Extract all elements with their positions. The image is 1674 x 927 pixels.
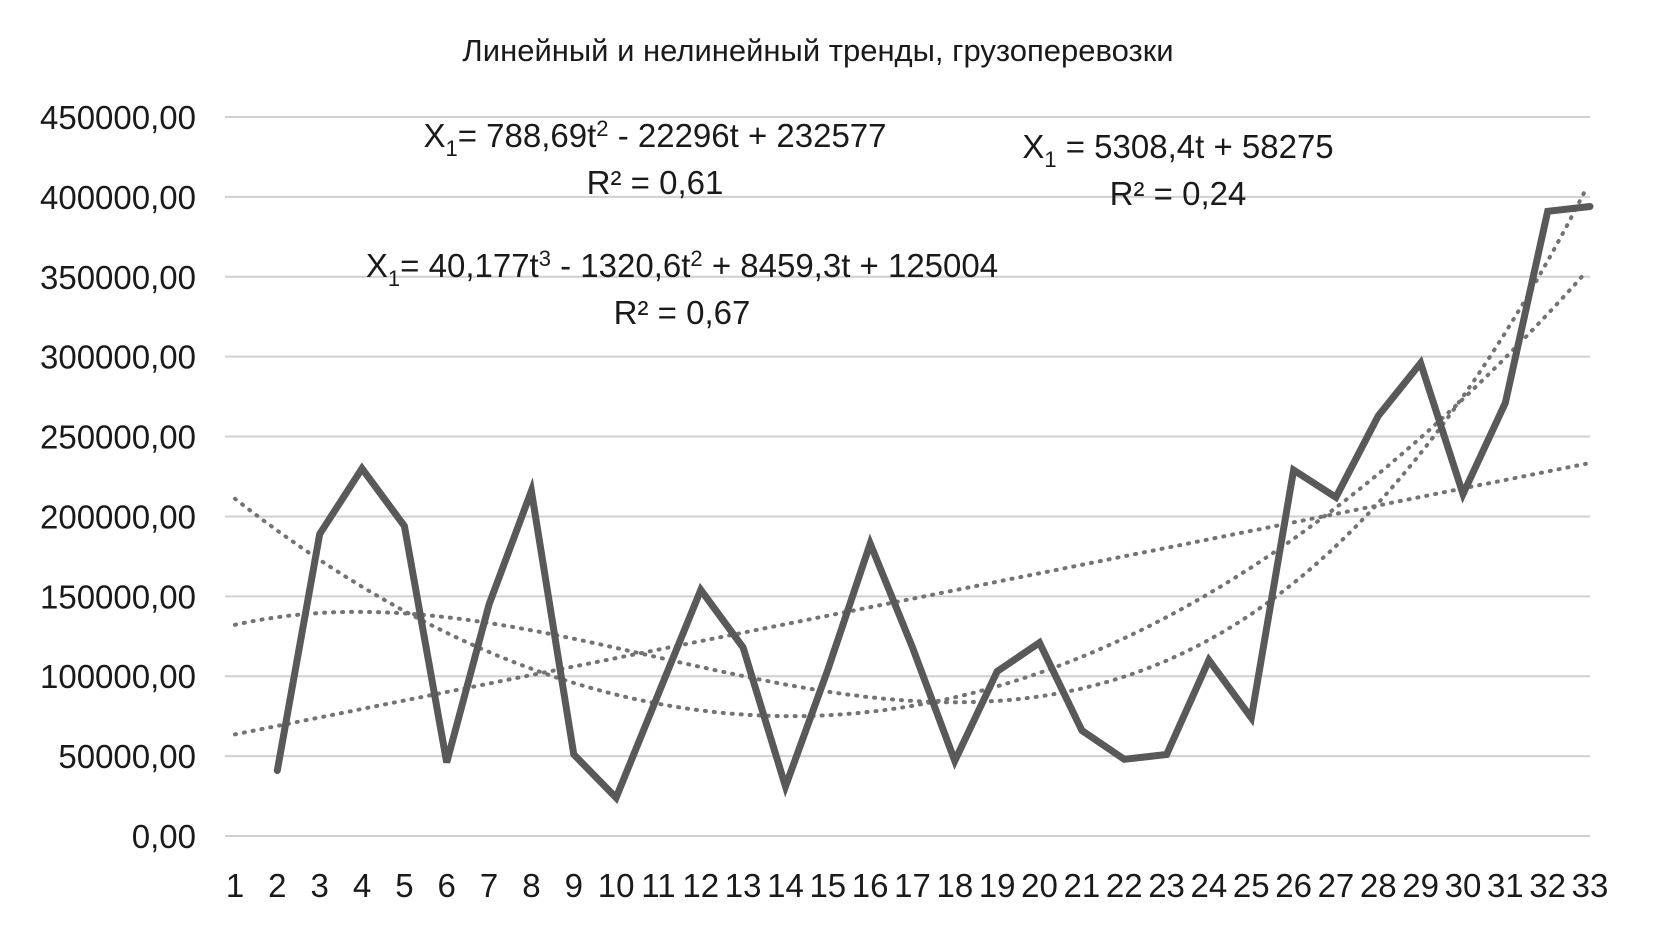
trendlines <box>233 187 1588 737</box>
y-tick-label: 250000,00 <box>40 419 196 456</box>
x-tick-label: 29 <box>1402 867 1439 904</box>
x-tick-label: 2 <box>268 867 286 904</box>
x-tick-label: 20 <box>1021 867 1058 904</box>
y-tick-label: 50000,00 <box>58 738 196 775</box>
trend-equation: X1 = 5308,4t + 58275 <box>1022 128 1333 172</box>
x-tick-label: 16 <box>852 867 889 904</box>
x-tick-label: 7 <box>480 867 498 904</box>
y-tick-label: 0,00 <box>132 818 196 855</box>
trend-r-squared: R² = 0,67 <box>614 294 751 331</box>
x-tick-label: 21 <box>1064 867 1101 904</box>
y-tick-label: 150000,00 <box>40 578 196 615</box>
x-tick-label: 18 <box>936 867 973 904</box>
x-tick-label: 5 <box>395 867 413 904</box>
x-tick-label: 15 <box>809 867 846 904</box>
trend-equation: X1= 40,177t3 - 1320,6t2 + 8459,3t + 1250… <box>366 246 998 291</box>
x-tick-label: 28 <box>1360 867 1397 904</box>
y-tick-label: 200000,00 <box>40 498 196 535</box>
y-tick-label: 300000,00 <box>40 339 196 376</box>
x-tick-label: 13 <box>725 867 762 904</box>
x-tick-label: 32 <box>1529 867 1566 904</box>
y-tick-label: 450000,00 <box>40 99 196 136</box>
gridlines <box>225 116 1590 837</box>
trend-r-squared: R² = 0,24 <box>1110 175 1247 212</box>
x-axis-tick-labels: 1 2 3 4 5 6 7 8 9 10 11 12 13 14 15 16 17 18 19 20 21 22 23 24 2… <box>226 867 1609 904</box>
x-tick-label: 25 <box>1233 867 1270 904</box>
y-tick-label: 100000,00 <box>40 658 196 695</box>
x-tick-label: 3 <box>311 867 329 904</box>
data-series <box>273 203 1594 804</box>
y-axis-tick-labels: 0,00 50000,00 100000,00 150000,00 200000,00 2… <box>40 99 196 855</box>
x-tick-label: 14 <box>767 867 804 904</box>
y-tick-label: 350000,00 <box>40 259 196 296</box>
chart-title: Линейный и нелинейный тренды, грузоперев… <box>462 33 1173 68</box>
x-tick-label: 30 <box>1445 867 1482 904</box>
x-tick-label: 10 <box>598 867 635 904</box>
trendline-poly3 <box>233 187 1588 705</box>
series-line <box>273 203 1594 804</box>
trend-equation: X1= 788,69t2 - 22296t + 232577 <box>423 116 886 161</box>
x-tick-label: 26 <box>1275 867 1312 904</box>
x-tick-label: 6 <box>438 867 456 904</box>
x-tick-label: 4 <box>353 867 371 904</box>
x-tick-label: 9 <box>565 867 583 904</box>
x-tick-label: 33 <box>1572 867 1609 904</box>
x-tick-label: 19 <box>979 867 1016 904</box>
trendline-poly2 <box>233 270 1588 719</box>
x-tick-label: 12 <box>682 867 719 904</box>
trend-r-squared: R² = 0,61 <box>587 164 724 201</box>
x-tick-label: 27 <box>1318 867 1355 904</box>
y-tick-label: 400000,00 <box>40 179 196 216</box>
x-tick-label: 23 <box>1148 867 1185 904</box>
x-tick-label: 1 <box>226 867 244 904</box>
x-tick-label: 31 <box>1487 867 1524 904</box>
x-tick-label: 8 <box>522 867 540 904</box>
x-tick-label: 24 <box>1191 867 1228 904</box>
x-tick-label: 11 <box>641 867 675 904</box>
x-tick-label: 17 <box>894 867 931 904</box>
x-tick-label: 22 <box>1106 867 1143 904</box>
